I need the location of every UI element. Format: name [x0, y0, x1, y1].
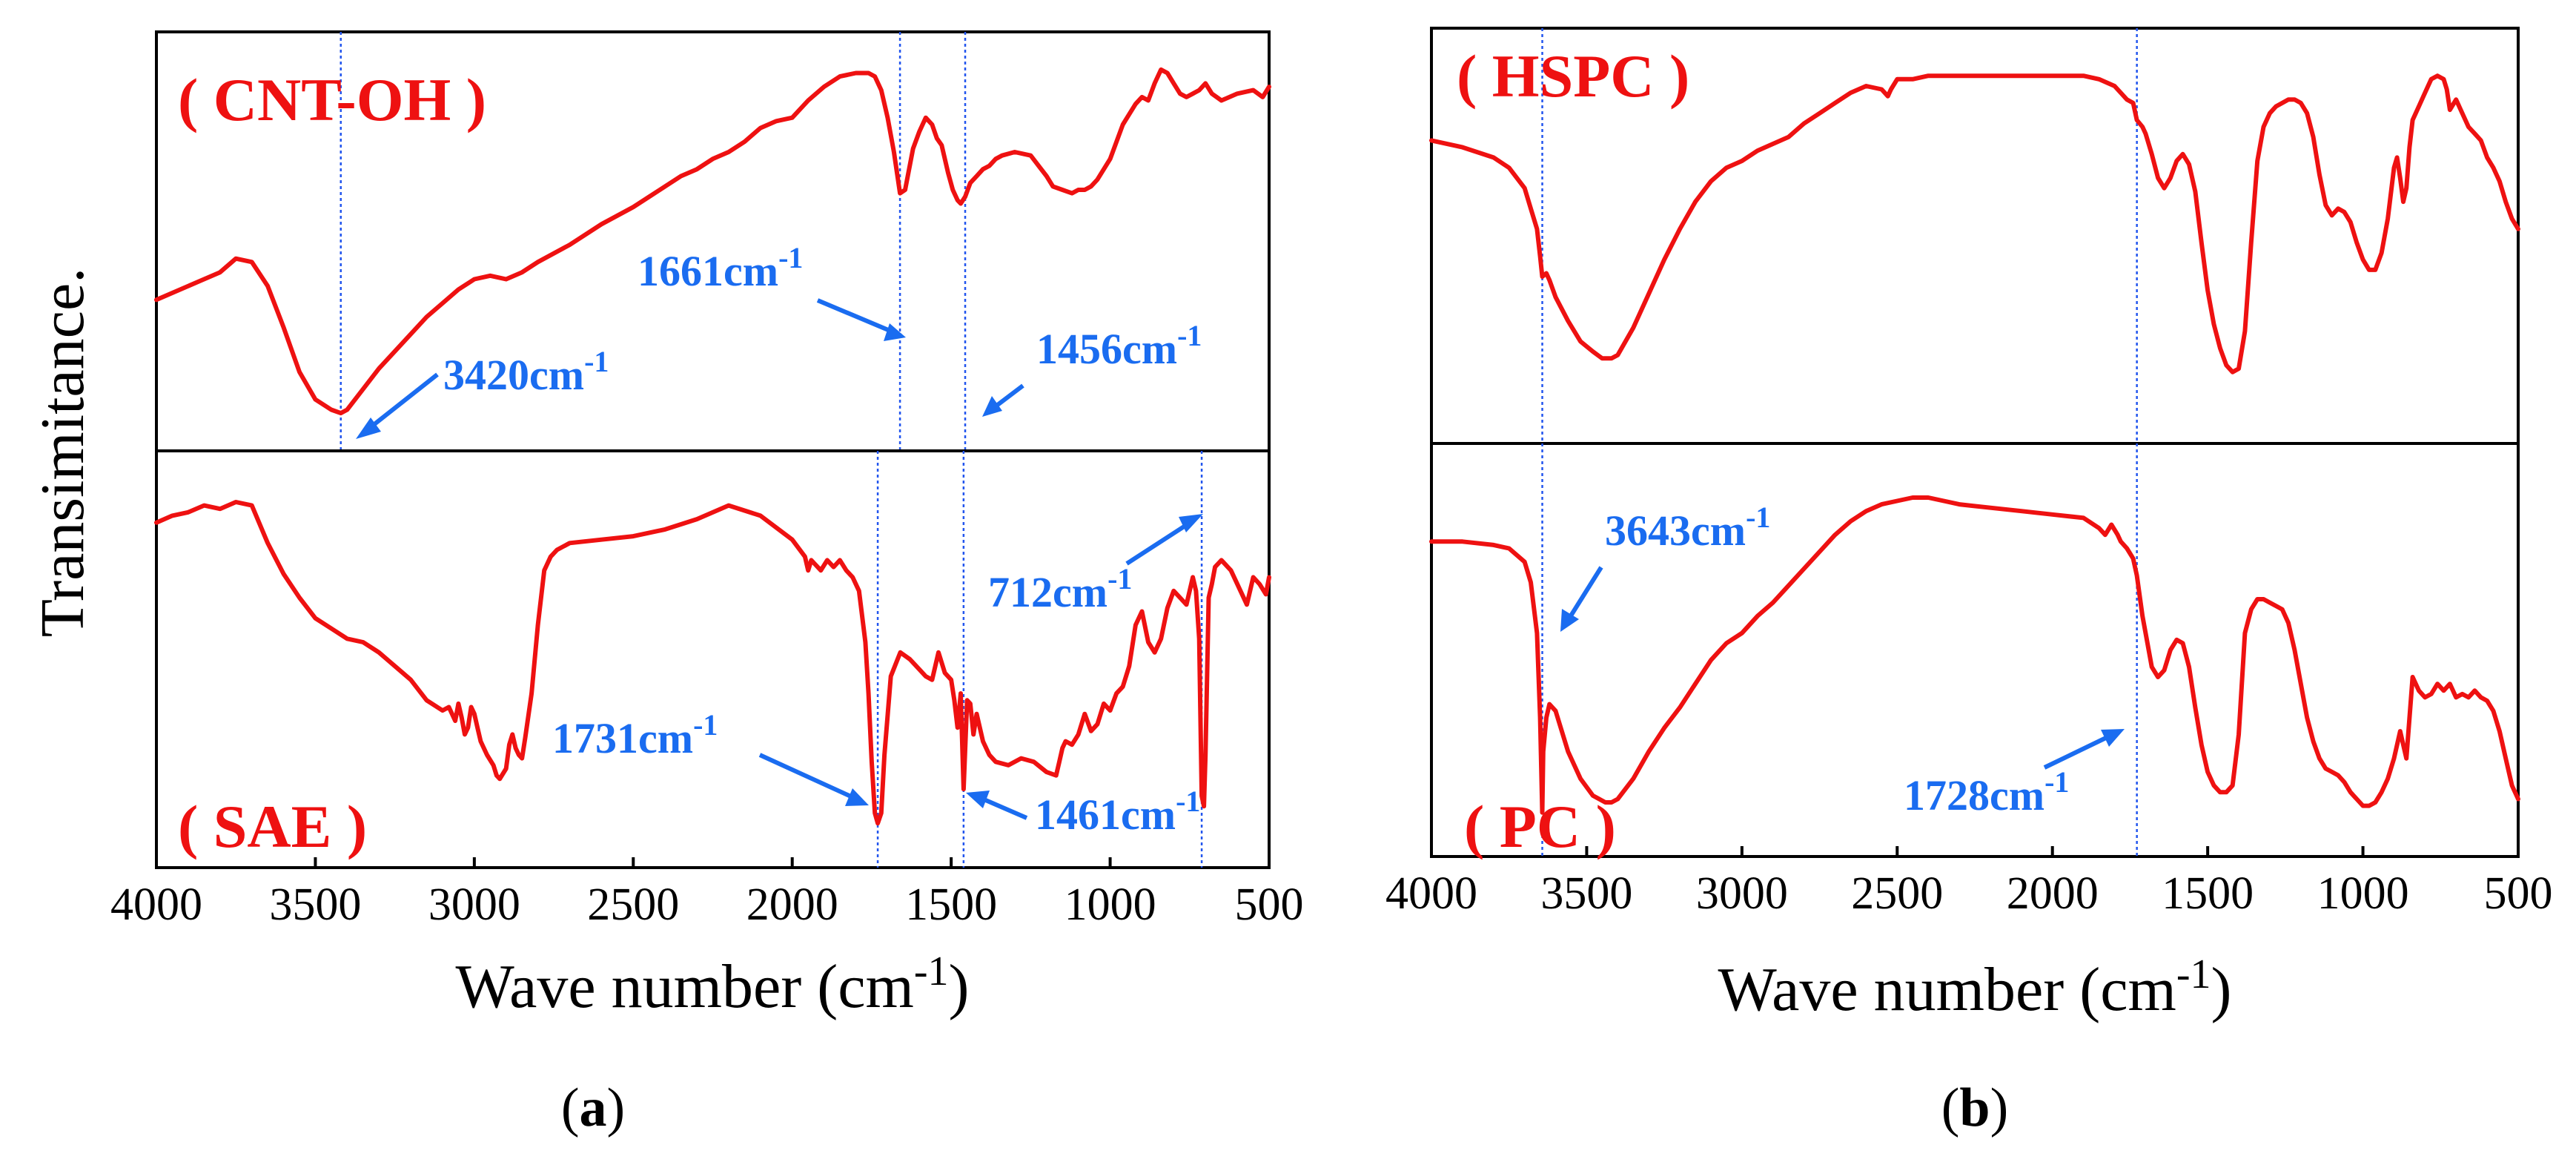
- panel-b-x-axis-label: Wave number (cm-1): [1718, 951, 2232, 1024]
- panel-a-bottom-plot: ( SAE ): [154, 449, 1271, 869]
- y-axis-label: Transimitance.: [28, 268, 97, 638]
- arrow-712: [1125, 521, 1191, 566]
- x-tick-label-3500: 3500: [1540, 868, 1632, 919]
- hspc-spectrum-line: [1429, 73, 2520, 374]
- arrow-1731: [758, 753, 854, 799]
- sae-sample-label: ( SAE ): [178, 793, 367, 860]
- x-tick-label-2500: 2500: [587, 879, 679, 930]
- x-tick-label-3000: 3000: [1696, 868, 1788, 919]
- cnt-oh-spectrum-line: [154, 67, 1271, 416]
- arrow-1728: [2043, 734, 2110, 770]
- arrow-3643: [1568, 566, 1603, 618]
- cnt-oh-sample-label: ( CNT-OH ): [178, 66, 486, 133]
- panel-b-bottom-plot: ( PC ): [1429, 442, 2520, 860]
- panel-a-bottom-frame: [155, 449, 1271, 869]
- pc-sample-label: ( PC ): [1464, 793, 1616, 860]
- annotation-3643: 3643cm-1: [1560, 501, 1770, 632]
- arrowhead-3420: [356, 418, 381, 439]
- x-tick-label-4000: 4000: [1385, 868, 1477, 919]
- x-tick-label-2500: 2500: [1851, 868, 1943, 919]
- annotation-1461: 1461cm-1: [966, 785, 1200, 839]
- label-712: 712cm-1: [988, 562, 1132, 616]
- arrowhead-1661: [884, 323, 906, 341]
- panel-a-x-ticks: 4000 3500 3000 2500 2000 1500 1000 500: [110, 857, 1304, 930]
- annotation-1661: 1661cm-1: [638, 241, 906, 341]
- annotation-1728: 1728cm-1: [1904, 729, 2125, 819]
- arrowhead-1731: [845, 788, 869, 806]
- reference-lines: [340, 32, 967, 451]
- x-tick-label-4000: 4000: [110, 879, 202, 930]
- pc-spectrum-line: [1429, 495, 2520, 815]
- arrow-1461: [981, 796, 1028, 820]
- x-tick-label-3000: 3000: [428, 879, 520, 930]
- hspc-sample-label: ( HSPC ): [1457, 42, 1689, 110]
- panel-b-bottom-frame: [1430, 442, 2520, 858]
- x-tick-label-500: 500: [1235, 879, 1304, 930]
- label-1728: 1728cm-1: [1904, 765, 2069, 819]
- annotation-1731: 1731cm-1: [552, 708, 869, 806]
- panel-a: ( CNT-OH ) ( SAE ) 3420cm-1 1661cm-1 145…: [110, 30, 1304, 1138]
- label-3643: 3643cm-1: [1605, 501, 1770, 555]
- x-tick-label-500: 500: [2484, 868, 2553, 919]
- x-tick-label-1000: 1000: [1064, 879, 1156, 930]
- label-1461: 1461cm-1: [1035, 785, 1200, 839]
- reference-lines: [1541, 28, 2138, 443]
- arrowhead-1461: [966, 791, 990, 808]
- x-tick-label-1500: 1500: [905, 879, 997, 930]
- panel-b-x-ticks: 4000 3500 3000 2500 2000 1500 1000 500: [1385, 846, 2553, 919]
- panel-b: ( HSPC ) ( PC ) 3643cm-1 1728cm-1 4000 35…: [1385, 27, 2553, 1138]
- panel-a-label: (a): [561, 1077, 625, 1138]
- annotation-1456: 1456cm-1: [982, 319, 1202, 417]
- x-tick-label-1000: 1000: [2317, 868, 2409, 919]
- label-1456: 1456cm-1: [1036, 319, 1202, 373]
- arrowhead-1728: [2101, 729, 2125, 747]
- panel-b-top-plot: ( HSPC ): [1429, 27, 2520, 445]
- arrow-1661: [816, 298, 893, 334]
- arrowhead-1456: [982, 396, 1002, 417]
- sae-spectrum-line: [154, 500, 1271, 826]
- x-tick-label-2000: 2000: [2007, 868, 2099, 919]
- x-tick-label-1500: 1500: [2162, 868, 2254, 919]
- panel-a-top-plot: ( CNT-OH ): [154, 30, 1271, 452]
- arrowhead-712: [1179, 514, 1203, 532]
- label-3420: 3420cm-1: [443, 345, 609, 399]
- annotation-712: 712cm-1: [988, 514, 1203, 616]
- arrow-1456: [994, 383, 1024, 409]
- label-1661: 1661cm-1: [638, 241, 803, 295]
- panel-a-x-axis-label: Wave number (cm-1): [456, 948, 970, 1021]
- x-tick-label-2000: 2000: [746, 879, 838, 930]
- arrow-3420: [365, 372, 439, 432]
- x-tick-label-3500: 3500: [269, 879, 361, 930]
- annotation-3420: 3420cm-1: [356, 345, 609, 439]
- label-1731: 1731cm-1: [552, 708, 718, 762]
- panel-b-label: (b): [1941, 1077, 2008, 1138]
- arrowhead-3643: [1560, 609, 1579, 632]
